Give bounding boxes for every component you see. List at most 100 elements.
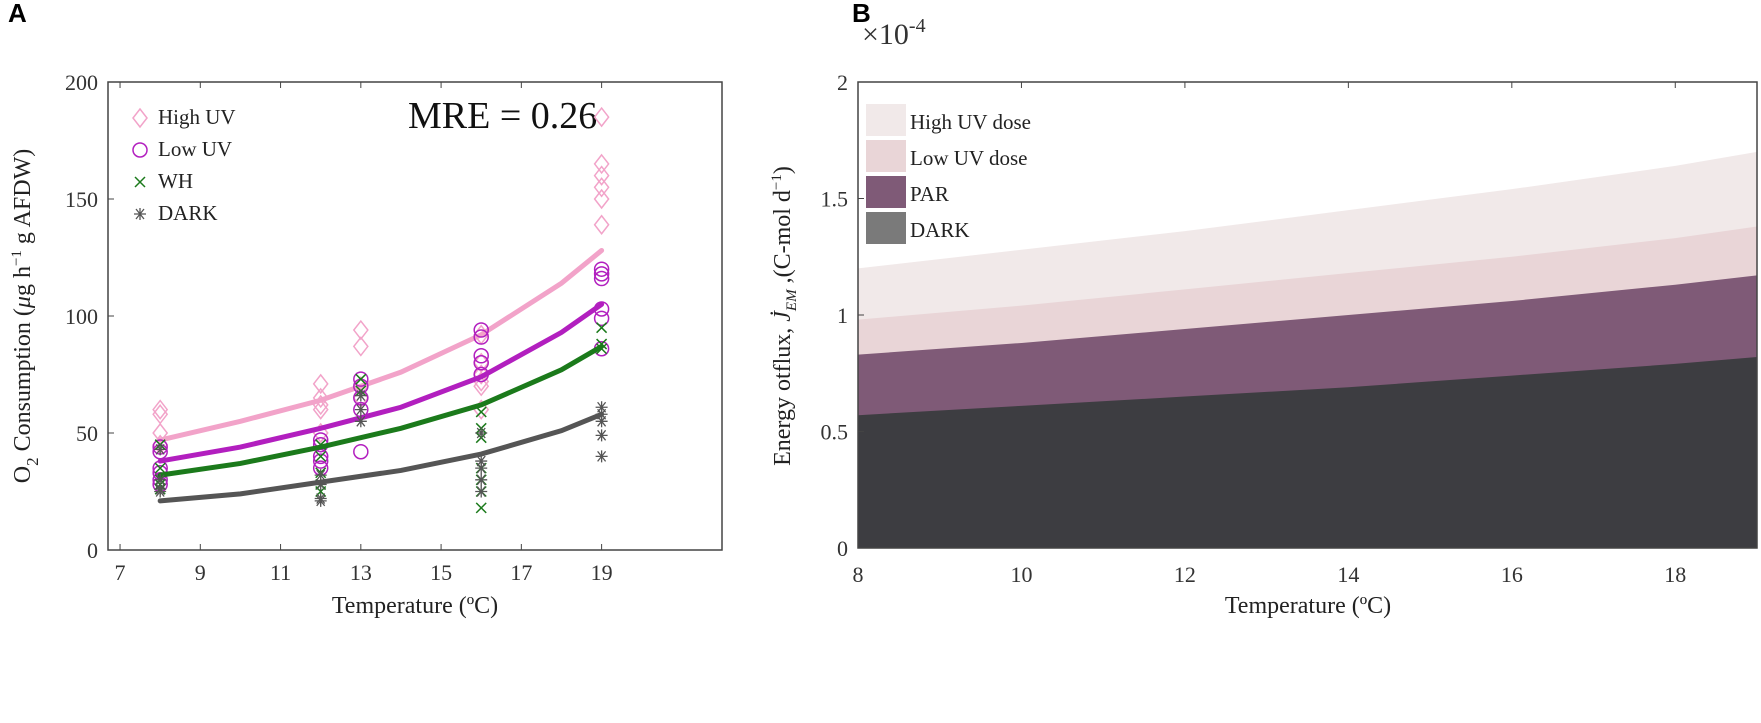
y-tick-label-a: 0 xyxy=(87,538,98,563)
data-point xyxy=(312,399,329,420)
y-multiplier: ×10-4 xyxy=(862,15,926,51)
data-point xyxy=(595,401,608,414)
legend-label: DARK xyxy=(158,201,218,225)
x-axis-label-a: Temperature (ºC) xyxy=(332,593,498,619)
x-tick-label-a: 19 xyxy=(591,560,613,585)
data-point xyxy=(312,373,329,395)
legend-marker xyxy=(132,142,148,158)
x-tick-label-a: 15 xyxy=(430,560,452,585)
data-point xyxy=(473,355,489,371)
data-point xyxy=(475,485,488,498)
series-dark xyxy=(154,389,608,507)
x-tick-label-b: 14 xyxy=(1337,562,1359,587)
y-tick-label-a: 150 xyxy=(65,187,98,212)
data-point xyxy=(593,106,610,128)
legend-label: High UV dose xyxy=(910,110,1031,134)
panel-label-a: A xyxy=(8,0,27,28)
data-point xyxy=(596,322,608,334)
chart-b: ×10-4 Temperature (ºC) Energy otflux, J̇… xyxy=(769,15,1758,619)
x-tick-label-b: 8 xyxy=(853,562,864,587)
data-point xyxy=(593,165,610,186)
legend-swatch xyxy=(866,176,906,208)
data-point xyxy=(475,462,488,475)
x-tick-label-a: 17 xyxy=(510,560,532,585)
fit-line xyxy=(157,301,605,464)
x-tick-label-b: 16 xyxy=(1501,562,1523,587)
y-tick-label-b: 2 xyxy=(837,70,848,95)
data-point xyxy=(473,348,489,364)
legend-label: High UV xyxy=(158,105,236,129)
legend-swatch xyxy=(866,104,906,136)
data-point xyxy=(353,443,369,460)
x-tick-label-a: 9 xyxy=(195,560,206,585)
data-point xyxy=(475,406,487,418)
data-point xyxy=(475,502,487,514)
data-point xyxy=(475,473,488,486)
data-point xyxy=(475,427,488,439)
y-tick-label-b: 0 xyxy=(837,536,848,561)
y-tick-label-a: 50 xyxy=(76,421,98,446)
legend-marker xyxy=(134,176,146,188)
chart-a: MRE = 0.26 Temperature (ºC) O2 Consumpti… xyxy=(9,70,723,619)
data-point xyxy=(595,415,608,428)
y-tick-label-b: 0.5 xyxy=(821,420,849,445)
data-point xyxy=(595,450,608,463)
data-point xyxy=(593,177,610,198)
x-tick-label-b: 12 xyxy=(1174,562,1196,587)
legend-label: WH xyxy=(158,169,193,193)
data-point xyxy=(593,270,610,287)
data-point xyxy=(354,403,367,416)
data-point xyxy=(312,453,329,469)
data-point xyxy=(593,214,610,235)
y-axis-label-a: O2 Consumption (μg h−1 g AFDW) xyxy=(9,149,42,484)
legend-marker xyxy=(134,208,146,220)
data-point xyxy=(154,485,167,498)
data-point xyxy=(473,329,489,345)
data-point xyxy=(473,375,490,397)
data-point xyxy=(352,336,369,357)
legend-marker xyxy=(132,107,148,129)
data-point xyxy=(473,322,489,338)
data-point xyxy=(315,450,327,462)
data-point xyxy=(154,473,167,486)
data-point xyxy=(353,371,369,387)
data-point xyxy=(593,261,610,277)
fit-line xyxy=(157,343,605,478)
y-tick-label-a: 200 xyxy=(65,70,98,95)
data-point xyxy=(593,188,610,210)
y-tick-label-b: 1 xyxy=(837,303,848,328)
data-point xyxy=(475,455,488,468)
x-axis-label-b: Temperature (ºC) xyxy=(1225,593,1391,619)
y-tick-label-a: 100 xyxy=(65,304,98,329)
legend-label: Low UV dose xyxy=(910,146,1027,170)
plot-area-a xyxy=(107,81,723,551)
data-point xyxy=(593,310,610,327)
data-point xyxy=(154,443,167,456)
fit-line xyxy=(157,411,605,504)
area-dark xyxy=(858,356,1757,548)
y-axis-label-b: Energy otflux, J̇EM ,(C-mol d−1) xyxy=(769,166,800,466)
data-point xyxy=(355,373,367,385)
x-tick-label-b: 10 xyxy=(1010,562,1032,587)
legend-label: DARK xyxy=(910,218,970,242)
data-point xyxy=(595,429,608,442)
legend-label: Low UV xyxy=(158,137,232,161)
legend-swatch xyxy=(866,140,906,172)
panel-label-b: B xyxy=(852,0,871,28)
data-point xyxy=(352,319,369,341)
x-tick-label-a: 11 xyxy=(270,560,291,585)
data-point xyxy=(314,494,327,507)
data-point xyxy=(593,266,610,282)
mre-annotation: MRE = 0.26 xyxy=(408,95,597,137)
legend-swatch xyxy=(866,212,906,244)
x-tick-label-a: 13 xyxy=(350,560,372,585)
legend-label: PAR xyxy=(910,182,949,206)
data-point xyxy=(312,387,329,409)
y-tick-label-b: 1.5 xyxy=(821,187,849,212)
fit-line xyxy=(157,247,605,443)
x-tick-label-a: 7 xyxy=(115,560,126,585)
data-point xyxy=(354,389,367,402)
data-point xyxy=(354,415,367,428)
